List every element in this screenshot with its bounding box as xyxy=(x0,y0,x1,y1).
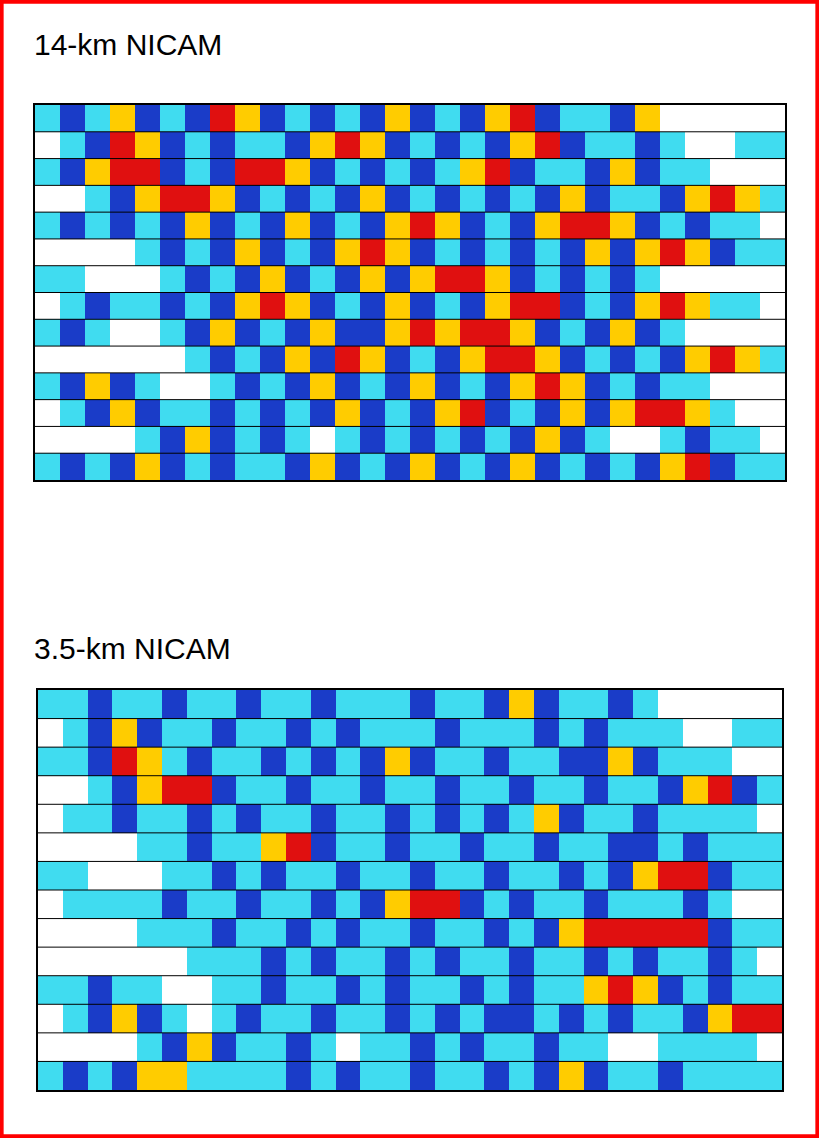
svg-text:14-km NICAM: 14-km NICAM xyxy=(34,28,222,61)
svg-text:3.5-km NICAM: 3.5-km NICAM xyxy=(34,632,231,665)
